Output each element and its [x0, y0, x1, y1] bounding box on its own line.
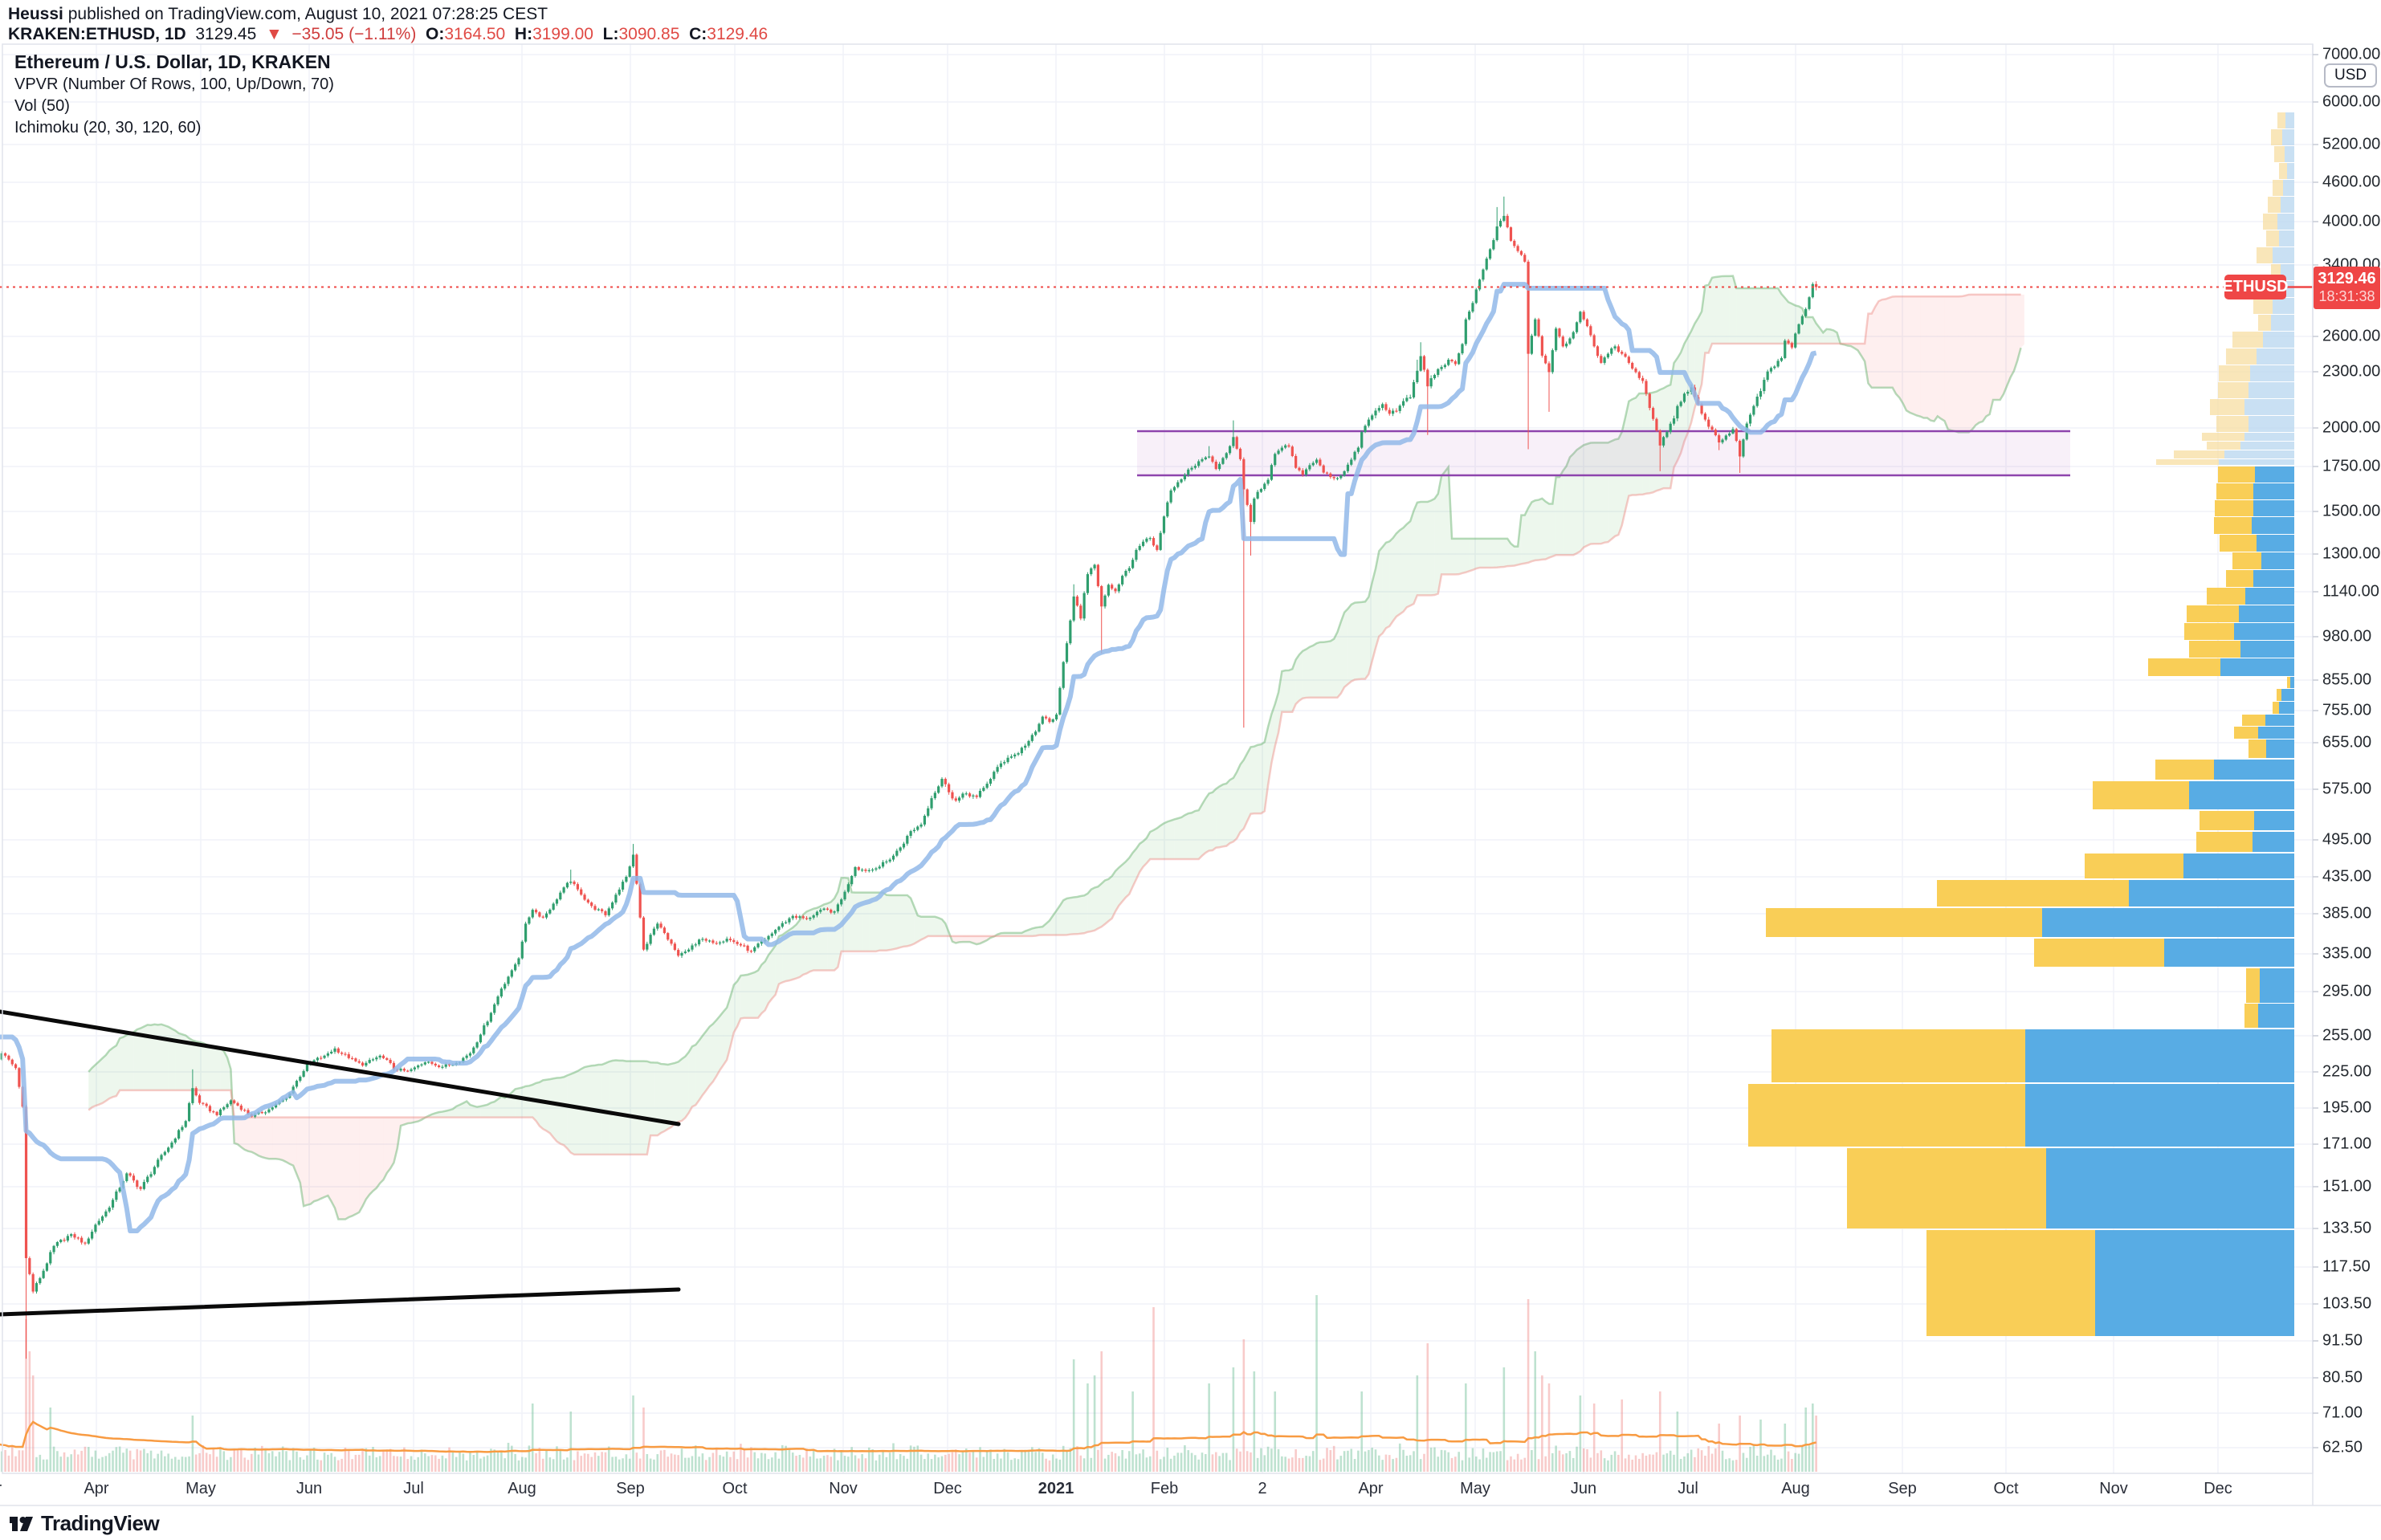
symbol-status-line: KRAKEN:ETHUSD, 1D 3129.45 ▼ −35.05 (−1.1… [8, 25, 768, 44]
price-range-box [1137, 430, 2070, 477]
tradingview-logo-icon [10, 1516, 33, 1531]
low-label: L: [602, 25, 619, 43]
author-name: Heussi [8, 5, 63, 23]
legend-symbol-title[interactable]: Ethereum / U.S. Dollar, 1D, KRAKEN [14, 51, 331, 72]
volume-ma-line [0, 1420, 1816, 1453]
currency-toggle-button[interactable]: USD [2324, 63, 2378, 88]
low-value: 3090.85 [618, 25, 680, 43]
last-price-axis-tag: 3129.46 18:31:38 [2314, 266, 2380, 309]
legend-ichimoku[interactable]: Ichimoku (20, 30, 120, 60) [14, 119, 202, 136]
price-change: −35.05 (−1.11%) [292, 25, 417, 43]
last-price-value: 3129.46 [2318, 269, 2376, 287]
ichimoku-cloud [88, 275, 2024, 1220]
ichimoku-base-line [0, 282, 1817, 1234]
open-value: 3164.50 [444, 25, 506, 43]
open-label: O: [425, 25, 445, 43]
down-arrow-icon: ▼ [265, 25, 283, 43]
trendline-drawings [0, 1009, 681, 1317]
high-label: H: [514, 25, 533, 43]
grid-lines [2, 44, 2313, 1473]
volume-profile [1748, 112, 2294, 1336]
trendline[interactable] [0, 1287, 681, 1317]
legend-volume[interactable]: Vol (50) [14, 97, 70, 115]
trendline[interactable] [0, 1009, 681, 1126]
close-label: C: [689, 25, 707, 43]
tradingview-wordmark: TradingView [41, 1511, 160, 1535]
publish-info: published on TradingView.com, August 10,… [63, 5, 548, 23]
publish-caption: Heussi published on TradingView.com, Aug… [8, 5, 548, 24]
volume-histogram [0, 1295, 1817, 1472]
chart-frame [0, 43, 2381, 1506]
last-price: 3129.45 [195, 25, 257, 43]
candlestick-series [0, 196, 1818, 1359]
symbol-name: KRAKEN:ETHUSD, 1D [8, 25, 186, 43]
high-value: 3199.00 [532, 25, 593, 43]
close-value: 3129.46 [707, 25, 769, 43]
chart-legend: Ethereum / U.S. Dollar, 1D, KRAKEN VPVR … [14, 50, 334, 139]
symbol-price-flag: ETHUSD [2222, 275, 2289, 299]
legend-vpvr[interactable]: VPVR (Number Of Rows, 100, Up/Down, 70) [14, 75, 334, 93]
tradingview-logo[interactable]: TradingView [10, 1511, 160, 1536]
bar-countdown: 18:31:38 [2318, 287, 2375, 304]
